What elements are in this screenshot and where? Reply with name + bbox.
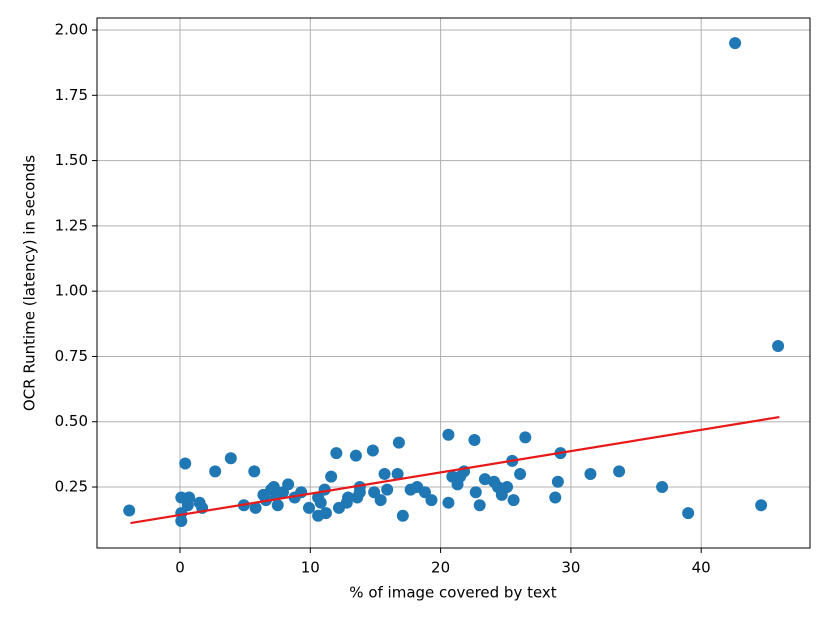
y-tick-label: 2.00: [55, 21, 88, 39]
scatter-point: [613, 465, 626, 478]
y-tick-label: 1.25: [55, 216, 88, 234]
y-tick-label: 0.75: [55, 347, 88, 365]
scatter-point: [656, 481, 669, 494]
x-tick-label: 20: [431, 559, 450, 577]
x-tick-label: 30: [561, 559, 580, 577]
scatter-point: [478, 473, 491, 486]
fit-line: [130, 415, 780, 525]
scatter-point: [349, 449, 362, 462]
scatter-point: [473, 499, 486, 512]
y-tick-label: 0.25: [55, 478, 88, 496]
y-tick-label: 1.50: [55, 151, 88, 169]
scatter-point: [391, 467, 404, 480]
scatter-point: [325, 470, 338, 483]
scatter-point: [507, 494, 520, 507]
y-tick-label: 1.75: [55, 86, 88, 104]
scatter-point: [209, 465, 222, 478]
scatter-point: [330, 447, 343, 460]
scatter-point: [340, 496, 353, 509]
scatter-point: [729, 37, 742, 50]
scatter-point: [314, 496, 327, 509]
scatter-point: [378, 467, 391, 480]
scatter-point: [442, 496, 455, 509]
x-tick-label: 40: [692, 559, 711, 577]
scatter-point: [381, 483, 394, 496]
scatter-point: [442, 428, 455, 441]
scatter-point: [469, 486, 482, 499]
scatter-point: [755, 499, 768, 512]
scatter-point: [396, 509, 409, 522]
scatter-point: [374, 494, 387, 507]
scatter-point: [772, 340, 785, 353]
scatter-point: [282, 478, 295, 491]
scatter-point: [181, 499, 194, 512]
x-tick-label: 10: [301, 559, 320, 577]
scatter-point: [271, 499, 284, 512]
scatter-point: [549, 491, 562, 504]
x-axis-label: % of image covered by text: [349, 584, 557, 602]
y-tick-label: 0.50: [55, 412, 88, 430]
scatter-point: [425, 494, 438, 507]
scatter-point: [468, 434, 481, 447]
scatter-point: [248, 465, 261, 478]
scatter-point: [224, 452, 237, 465]
scatter-point: [249, 501, 262, 514]
scatter-point: [179, 457, 192, 470]
scatter-point: [123, 504, 136, 517]
scatter-point: [519, 431, 532, 444]
plot-frame: [96, 17, 811, 549]
scatter-point: [584, 467, 597, 480]
scatter-point: [319, 507, 332, 520]
scatter-point: [551, 475, 564, 488]
scatter-point: [175, 514, 188, 527]
x-tick-label: 0: [175, 559, 185, 577]
scatter-point: [366, 444, 379, 457]
y-tick-label: 1.00: [55, 282, 88, 300]
scatter-point: [682, 507, 695, 520]
scatter-point: [392, 436, 405, 449]
scatter-point: [514, 467, 527, 480]
y-axis-label: OCR Runtime (latency) in seconds: [21, 155, 39, 411]
scatter-point: [501, 481, 514, 494]
scatter-point: [302, 501, 315, 514]
